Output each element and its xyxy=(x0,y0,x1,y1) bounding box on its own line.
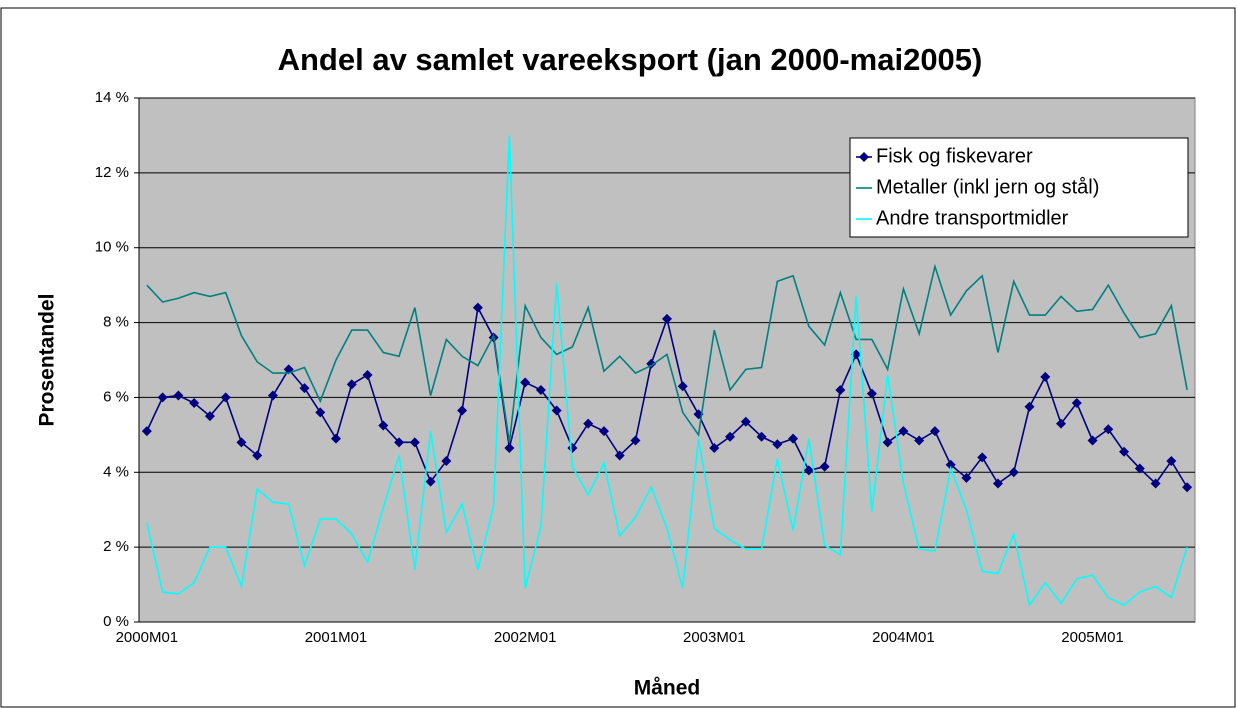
marker xyxy=(898,426,909,437)
marker xyxy=(803,465,814,476)
marker xyxy=(1008,467,1019,478)
marker xyxy=(977,452,988,463)
marker xyxy=(299,383,310,394)
marker xyxy=(267,390,278,401)
marker xyxy=(1056,418,1067,429)
marker xyxy=(709,442,720,453)
marker xyxy=(535,384,546,395)
series-line xyxy=(146,135,1188,608)
marker xyxy=(157,392,168,403)
marker xyxy=(252,450,263,461)
legend-label: Andre transportmidler xyxy=(876,207,1069,229)
marker xyxy=(472,302,483,313)
y-tick-label: 0 % xyxy=(103,613,129,630)
y-tick-label: 4 % xyxy=(103,463,129,480)
marker xyxy=(1040,371,1051,382)
legend-marker xyxy=(859,152,869,162)
y-tick-label: 6 % xyxy=(103,388,129,405)
series-line xyxy=(146,263,1188,443)
marker xyxy=(662,313,672,324)
marker xyxy=(1024,401,1035,412)
marker xyxy=(409,437,420,448)
marker xyxy=(1150,478,1161,489)
marker xyxy=(772,439,783,450)
marker xyxy=(425,476,436,487)
marker xyxy=(346,379,357,390)
y-tick-label: 10 % xyxy=(95,239,129,256)
marker xyxy=(740,416,751,427)
marker xyxy=(1166,456,1177,467)
marker xyxy=(236,437,247,448)
marker xyxy=(835,384,846,395)
y-tick-label: 12 % xyxy=(95,164,129,181)
chart-title: Andel av samlet vareeksport (jan 2000-ma… xyxy=(278,42,983,77)
marker xyxy=(851,349,862,360)
y-tick-label: 8 % xyxy=(103,314,129,331)
marker xyxy=(725,431,736,442)
marker xyxy=(992,478,1003,489)
marker xyxy=(378,420,389,431)
x-tick-label: 2003M01 xyxy=(683,629,746,646)
marker xyxy=(1182,482,1193,493)
marker xyxy=(598,426,609,437)
marker xyxy=(457,405,468,416)
legend-label: Metaller (inkl jern og stål) xyxy=(876,176,1099,198)
marker xyxy=(788,433,799,444)
legend-label: Fisk og fiskevarer xyxy=(876,145,1033,167)
marker xyxy=(1119,446,1130,457)
x-tick-label: 2002M01 xyxy=(494,629,557,646)
marker xyxy=(315,407,326,418)
marker xyxy=(1071,398,1082,409)
marker xyxy=(141,426,152,437)
marker xyxy=(551,405,562,416)
marker xyxy=(220,392,231,403)
x-axis-label: Måned xyxy=(634,677,701,700)
marker xyxy=(394,437,405,448)
x-tick-label: 2005M01 xyxy=(1061,629,1124,646)
marker xyxy=(504,442,515,453)
marker xyxy=(945,459,956,470)
legend-box xyxy=(849,137,1189,238)
x-tick-label: 2001M01 xyxy=(305,629,368,646)
marker xyxy=(630,435,641,446)
marker xyxy=(866,388,877,399)
marker xyxy=(961,472,972,483)
y-tick-label: 14 % xyxy=(95,89,129,106)
marker xyxy=(362,369,373,380)
marker xyxy=(882,437,893,448)
y-axis-label: Prosentandel xyxy=(36,293,59,426)
marker xyxy=(929,426,940,437)
marker xyxy=(677,381,688,392)
marker xyxy=(441,456,452,467)
marker xyxy=(520,377,531,388)
marker xyxy=(1103,424,1114,435)
marker xyxy=(914,435,925,446)
marker xyxy=(1134,463,1145,474)
marker xyxy=(189,398,200,409)
marker xyxy=(756,431,767,442)
x-tick-label: 2004M01 xyxy=(872,629,935,646)
marker xyxy=(331,433,342,444)
marker xyxy=(614,450,625,461)
y-tick-label: 2 % xyxy=(103,538,129,555)
marker xyxy=(819,461,830,472)
marker xyxy=(1087,435,1098,446)
marker xyxy=(583,418,594,429)
x-tick-label: 2000M01 xyxy=(116,629,179,646)
marker xyxy=(173,390,184,401)
marker xyxy=(204,411,215,422)
